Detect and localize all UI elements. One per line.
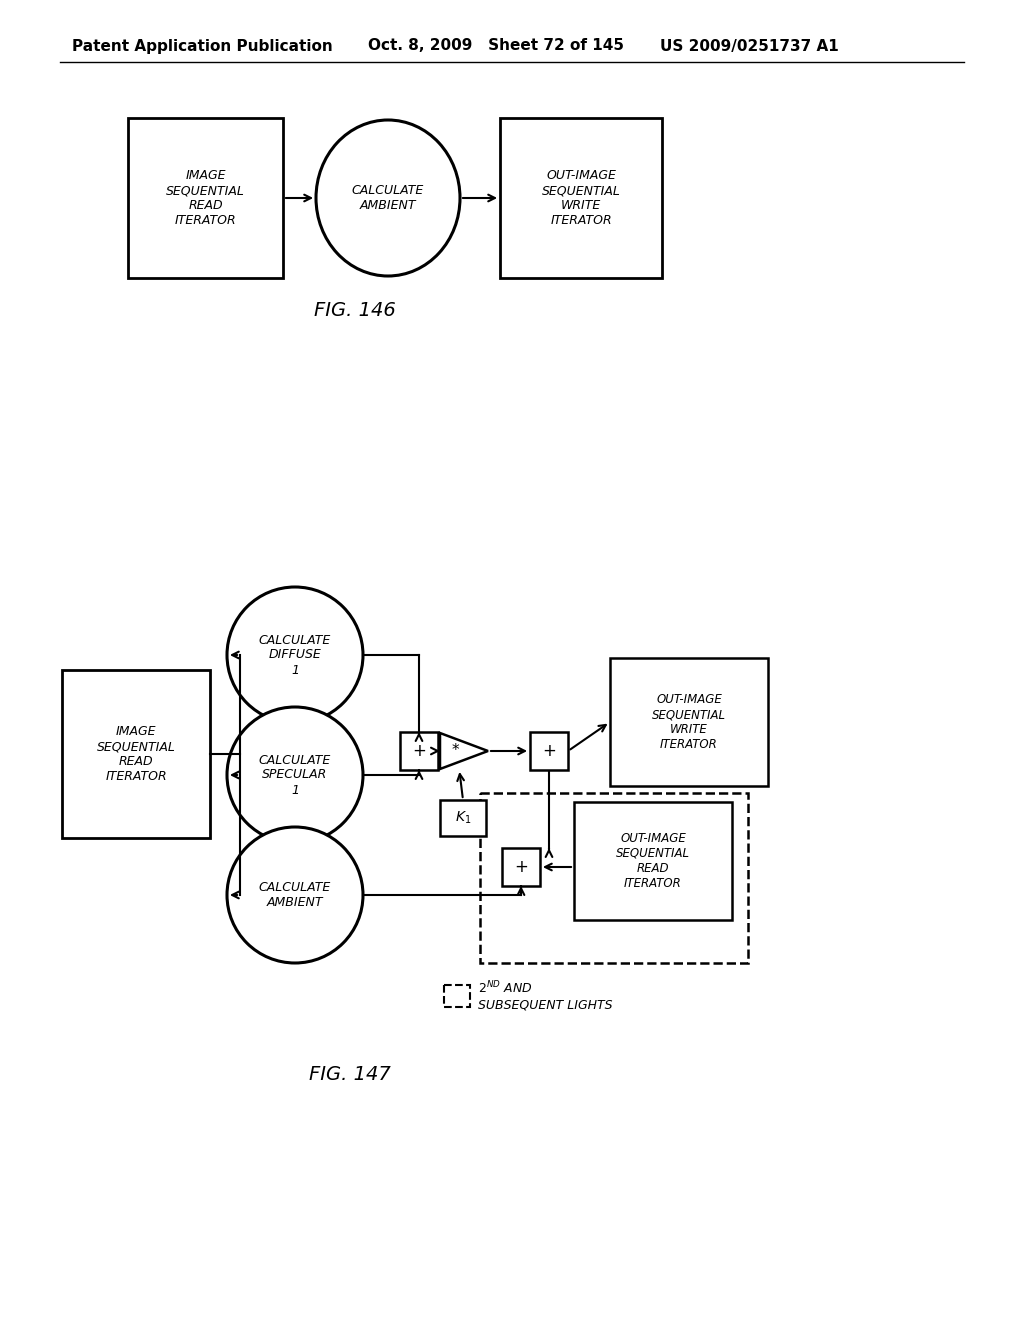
Text: CALCULATE
AMBIENT: CALCULATE AMBIENT [259, 880, 331, 909]
Text: +: + [542, 742, 556, 760]
Text: $K_1$: $K_1$ [455, 809, 471, 826]
Text: OUT-IMAGE
SEQUENTIAL
WRITE
ITERATOR: OUT-IMAGE SEQUENTIAL WRITE ITERATOR [542, 169, 621, 227]
FancyBboxPatch shape [444, 985, 470, 1007]
Text: CALCULATE
SPECULAR
1: CALCULATE SPECULAR 1 [259, 754, 331, 796]
Text: Oct. 8, 2009   Sheet 72 of 145: Oct. 8, 2009 Sheet 72 of 145 [368, 38, 624, 54]
Text: Patent Application Publication: Patent Application Publication [72, 38, 333, 54]
Ellipse shape [227, 828, 362, 964]
Text: IMAGE
SEQUENTIAL
READ
ITERATOR: IMAGE SEQUENTIAL READ ITERATOR [96, 725, 175, 783]
FancyBboxPatch shape [610, 657, 768, 785]
FancyBboxPatch shape [502, 847, 540, 886]
Text: OUT-IMAGE
SEQUENTIAL
WRITE
ITERATOR: OUT-IMAGE SEQUENTIAL WRITE ITERATOR [652, 693, 726, 751]
FancyBboxPatch shape [574, 803, 732, 920]
FancyBboxPatch shape [480, 793, 748, 964]
Text: IMAGE
SEQUENTIAL
READ
ITERATOR: IMAGE SEQUENTIAL READ ITERATOR [166, 169, 245, 227]
FancyBboxPatch shape [400, 733, 438, 770]
FancyBboxPatch shape [440, 800, 486, 836]
Text: FIG. 146: FIG. 146 [314, 301, 396, 319]
FancyBboxPatch shape [128, 117, 283, 279]
Text: +: + [412, 742, 426, 760]
Ellipse shape [227, 708, 362, 843]
Ellipse shape [316, 120, 460, 276]
Text: FIG. 147: FIG. 147 [309, 1065, 391, 1085]
FancyBboxPatch shape [500, 117, 662, 279]
Text: +: + [514, 858, 528, 876]
FancyBboxPatch shape [62, 671, 210, 838]
Text: US 2009/0251737 A1: US 2009/0251737 A1 [660, 38, 839, 54]
Text: OUT-IMAGE
SEQUENTIAL
READ
ITERATOR: OUT-IMAGE SEQUENTIAL READ ITERATOR [616, 832, 690, 890]
Text: CALCULATE
AMBIENT: CALCULATE AMBIENT [352, 183, 424, 213]
Ellipse shape [227, 587, 362, 723]
Text: CALCULATE
DIFFUSE
1: CALCULATE DIFFUSE 1 [259, 634, 331, 676]
FancyBboxPatch shape [530, 733, 568, 770]
Text: $2^{ND}$ AND
SUBSEQUENT LIGHTS: $2^{ND}$ AND SUBSEQUENT LIGHTS [478, 981, 612, 1012]
Text: *: * [452, 743, 459, 759]
